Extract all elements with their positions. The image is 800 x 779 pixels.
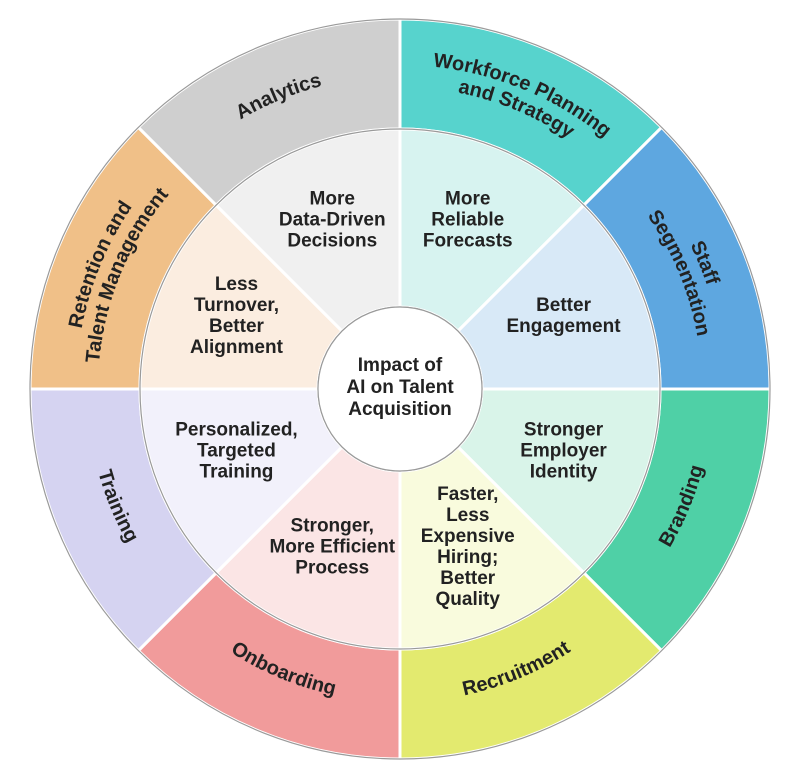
inner-label: StrongerEmployerIdentity xyxy=(520,420,607,483)
center-title: Impact ofAI on TalentAcquisition xyxy=(346,355,454,420)
ai-talent-wheel: Workforce Planningand StrategyStaffSegme… xyxy=(0,0,800,779)
